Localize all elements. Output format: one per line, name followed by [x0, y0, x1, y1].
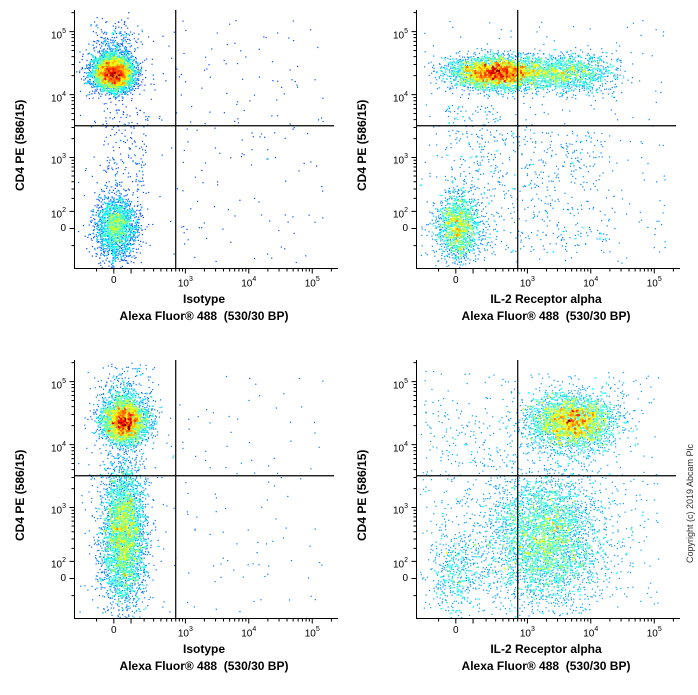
- flow-plot-panel-top-right: CD4 PE (586/15) 0 103 104 105 0 102 103 104 105 …: [350, 6, 682, 336]
- y-axis-title: CD4 PE (586/15): [13, 449, 27, 541]
- scatter-density-canvas: [34, 6, 340, 284]
- x-axis-title-line1: IL-2 Receptor alpha: [490, 292, 602, 306]
- x-axis-title-line2: Alexa Fluor® 488 (530/30 BP): [119, 309, 289, 323]
- x-axis-title-line1: IL-2 Receptor alpha: [490, 642, 602, 656]
- y-axis-title: CD4 PE (586/15): [13, 99, 27, 191]
- flow-plot-panel-bottom-right: CD4 PE (586/15) 0 103 104 105 0 102 103 104 105 …: [350, 356, 682, 686]
- y-axis-title: CD4 PE (586/15): [355, 99, 369, 191]
- scatter-density-canvas: [34, 356, 340, 634]
- x-axis-title-line2: Alexa Fluor® 488 (530/30 BP): [119, 659, 289, 673]
- x-axis-title-line1: Isotype: [182, 642, 225, 656]
- plot-area: 0 103 104 105 0 102 103 104 105: [34, 356, 340, 639]
- y-axis-title: CD4 PE (586/15): [355, 449, 369, 541]
- flow-plot-panel-bottom-left: CD4 PE (586/15) 0 103 104 105 0 102 103 104 105 …: [8, 356, 340, 686]
- scatter-density-canvas: [376, 356, 682, 634]
- copyright-text: Copyright (c) 2019 Abcam Plc: [685, 443, 695, 563]
- plot-area: 0 103 104 105 0 102 103 104 105: [34, 6, 340, 289]
- scatter-density-canvas: [376, 6, 682, 284]
- x-axis-title-line2: Alexa Fluor® 488 (530/30 BP): [461, 309, 631, 323]
- flow-plot-panel-top-left: CD4 PE (586/15) 0 103 104 105 0 102 103 104 105 …: [8, 6, 340, 336]
- plot-area: 0 103 104 105 0 102 103 104 105: [376, 356, 682, 639]
- x-axis-title-line2: Alexa Fluor® 488 (530/30 BP): [461, 659, 631, 673]
- plot-area: 0 103 104 105 0 102 103 104 105: [376, 6, 682, 289]
- x-axis-title-line1: Isotype: [182, 292, 225, 306]
